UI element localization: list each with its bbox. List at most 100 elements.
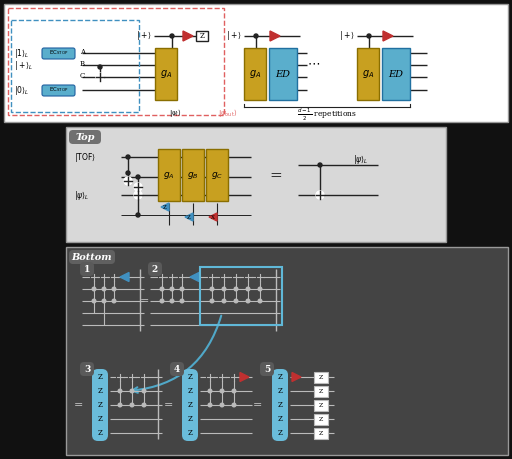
Circle shape [232,389,236,393]
Text: =: = [163,400,173,410]
Circle shape [318,163,322,167]
Circle shape [254,34,258,38]
Circle shape [92,287,96,291]
Circle shape [102,287,106,291]
Polygon shape [185,213,193,221]
Circle shape [245,274,251,280]
Polygon shape [190,273,199,281]
Circle shape [136,175,140,179]
Circle shape [118,403,122,407]
Circle shape [170,299,174,303]
Bar [206,149,228,201]
Polygon shape [270,31,280,41]
Circle shape [126,155,130,159]
Circle shape [124,177,132,185]
Text: Z: Z [187,373,193,381]
Circle shape [246,287,250,291]
Circle shape [142,389,146,393]
Text: $|\mathrm{TOF}\rangle$: $|\mathrm{TOF}\rangle$ [74,151,96,163]
Bar [182,149,204,201]
Text: $|+\rangle$: $|+\rangle$ [226,28,242,41]
Text: B: B [80,60,85,68]
Text: 5: 5 [264,364,270,374]
FancyBboxPatch shape [170,362,184,376]
Text: $\frac{d-1}{2}$ repetitions: $\frac{d-1}{2}$ repetitions [297,107,357,123]
Circle shape [208,403,212,407]
Circle shape [118,389,122,393]
Bar [11,20,139,112]
FancyBboxPatch shape [69,130,101,144]
Circle shape [232,274,240,280]
Text: Z: Z [187,415,193,423]
FancyBboxPatch shape [182,369,198,441]
Text: $|0\rangle_L$: $|0\rangle_L$ [14,84,29,96]
Text: Z: Z [98,415,102,423]
FancyBboxPatch shape [260,362,274,376]
Bar [314,372,328,383]
Text: Z: Z [319,388,323,393]
Circle shape [210,299,214,303]
Circle shape [367,34,371,38]
Bar [66,127,446,242]
Circle shape [134,191,142,199]
Text: $|+\rangle_L$: $|+\rangle_L$ [14,58,34,72]
Text: $\cdots$: $\cdots$ [308,56,321,69]
Text: Z: Z [319,416,323,421]
FancyBboxPatch shape [42,48,75,59]
FancyBboxPatch shape [80,262,94,276]
Text: $|\psi_i\rangle$: $|\psi_i\rangle$ [168,107,181,119]
Bar [314,386,328,397]
Text: $|\psi_\mathrm{out}\rangle$: $|\psi_\mathrm{out}\rangle$ [218,107,238,119]
Text: 3: 3 [84,364,90,374]
Text: Z: Z [278,429,283,437]
Polygon shape [183,31,193,41]
Bar [8,8,224,115]
Circle shape [234,287,238,291]
Bar [244,48,266,100]
Circle shape [210,287,214,291]
Circle shape [221,274,227,280]
Circle shape [112,299,116,303]
Bar [66,247,508,455]
Polygon shape [161,203,169,211]
Text: 2: 2 [152,264,158,274]
Text: 4: 4 [174,364,180,374]
Circle shape [159,274,165,280]
Text: C: C [80,72,86,80]
Bar [382,48,410,100]
Circle shape [232,403,236,407]
Circle shape [96,73,104,81]
Circle shape [92,299,96,303]
Bar [200,267,282,325]
Circle shape [206,374,214,381]
Circle shape [142,403,146,407]
Circle shape [258,287,262,291]
Text: Z: Z [319,375,323,380]
Text: $\mathrm{EC}_{\mathrm{STOP}}$: $\mathrm{EC}_{\mathrm{STOP}}$ [49,49,68,57]
Circle shape [98,65,102,69]
Text: $|\psi\rangle_L$: $|\psi\rangle_L$ [74,189,89,202]
Bar [269,48,297,100]
Text: $|+\rangle$: $|+\rangle$ [339,28,355,41]
FancyBboxPatch shape [42,85,75,96]
Text: A: A [80,48,85,56]
Text: Bottom: Bottom [72,252,112,262]
Text: $g_A$: $g_A$ [249,68,261,80]
Text: Z: Z [187,214,191,219]
Circle shape [112,287,116,291]
Text: $\mathrm{EC}_{\mathrm{STOP}}$: $\mathrm{EC}_{\mathrm{STOP}}$ [49,85,68,95]
Text: ED: ED [275,69,290,78]
Bar [357,48,379,100]
FancyBboxPatch shape [272,369,288,441]
Circle shape [117,374,123,381]
Circle shape [208,389,212,393]
Circle shape [140,374,147,381]
Text: $|1\rangle_L$: $|1\rangle_L$ [14,46,29,60]
Bar [314,414,328,425]
Text: Z: Z [278,387,283,395]
Circle shape [168,274,176,280]
FancyBboxPatch shape [148,262,162,276]
Text: Z: Z [98,429,102,437]
Text: Z: Z [98,373,102,381]
Text: Z: Z [187,401,193,409]
